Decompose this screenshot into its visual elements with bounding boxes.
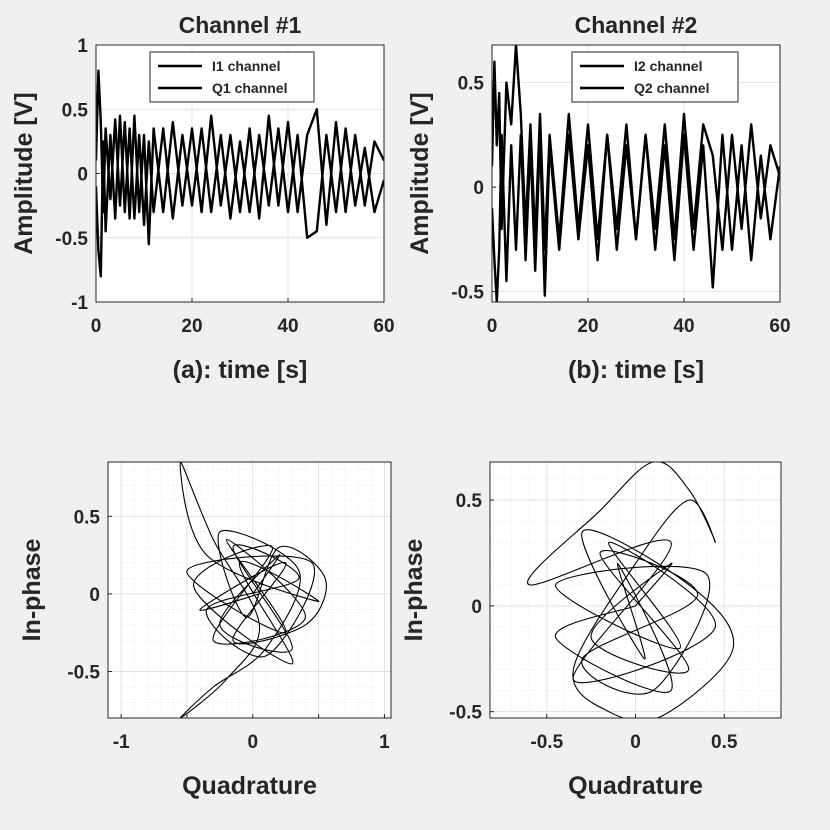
y-tick-label: 0.5 (456, 491, 483, 512)
trajectory-line (179, 462, 327, 718)
legend-box (571, 51, 739, 103)
x-tick-label: -1 (113, 732, 130, 753)
legend-box (149, 51, 315, 103)
y-tick-label: 0 (473, 178, 484, 199)
y-tick-label: 0 (77, 165, 88, 186)
legend-label: Q2 channel (634, 80, 709, 96)
series-group (492, 45, 780, 302)
y-tick-label: -1 (71, 293, 88, 314)
y-tick-label: -0.5 (449, 703, 482, 724)
series-group (526, 462, 735, 718)
x-tick-label: 0.5 (711, 732, 738, 753)
chart-4: -0.5 0 0.5 -0.5 0 0.5 Quadrature In-phase (400, 461, 782, 800)
series-group (96, 69, 384, 278)
y-axis-label: Amplitude [V] (406, 92, 434, 255)
legend: I1 channel Q1 channel (149, 51, 315, 103)
x-axis-label: (b): time [s] (568, 356, 704, 384)
y-tick-label: 0 (471, 597, 482, 618)
legend-label: I1 channel (212, 58, 280, 74)
legend: I2 channel Q2 channel (571, 51, 739, 103)
chart-title: Channel #2 (575, 12, 698, 38)
y-axis-label: Amplitude [V] (10, 92, 38, 255)
y-tick-label: -0.5 (451, 283, 484, 304)
y-tick-label: 0.5 (458, 74, 485, 95)
x-tick-label: 0 (487, 316, 498, 337)
series-line-2 (96, 114, 384, 278)
chart-title: Channel #1 (179, 12, 302, 38)
axes-frame (491, 44, 781, 303)
axes-frame (107, 461, 392, 719)
series-line-1 (492, 45, 780, 251)
y-tick-label: 0 (89, 585, 100, 606)
x-tick-label: 40 (673, 316, 694, 337)
x-tick-label: 40 (277, 316, 298, 337)
y-tick-label: 0.5 (74, 507, 101, 528)
chart-3: -1 0 1 -0.5 0 0.5 Quadrature In-phase (18, 461, 392, 800)
y-tick-label: 0.5 (62, 100, 89, 121)
legend-label: Q1 channel (212, 80, 287, 96)
y-tick-label: -0.5 (55, 229, 88, 250)
legend-label: I2 channel (634, 58, 702, 74)
y-axis-label: In-phase (400, 539, 428, 642)
x-axis-label: Quadrature (568, 772, 703, 800)
x-tick-label: 60 (373, 316, 394, 337)
trajectory-line (526, 462, 735, 718)
series-group (179, 462, 327, 718)
chart-1: 0 20 40 60 -1 -0.5 0 0.5 1 Channel #1 (a): time [s… (10, 12, 395, 384)
x-tick-label: 20 (577, 316, 598, 337)
series-line-2 (492, 133, 780, 302)
x-tick-label: 0 (630, 732, 641, 753)
x-tick-label: -0.5 (530, 732, 563, 753)
x-axis-label: Quadrature (182, 772, 317, 800)
x-tick-label: 0 (91, 316, 102, 337)
grid (107, 462, 391, 719)
x-tick-label: 20 (181, 316, 202, 337)
series-line-1 (96, 69, 384, 246)
y-tick-label: -0.5 (67, 662, 100, 683)
grid (490, 462, 781, 718)
plot-area (108, 462, 391, 718)
y-tick-label: 1 (77, 36, 88, 57)
x-tick-label: 0 (248, 732, 259, 753)
y-axis-label: In-phase (18, 539, 46, 642)
x-tick-label: 60 (769, 316, 790, 337)
x-tick-label: 1 (379, 732, 390, 753)
x-axis-label: (a): time [s] (173, 356, 308, 384)
